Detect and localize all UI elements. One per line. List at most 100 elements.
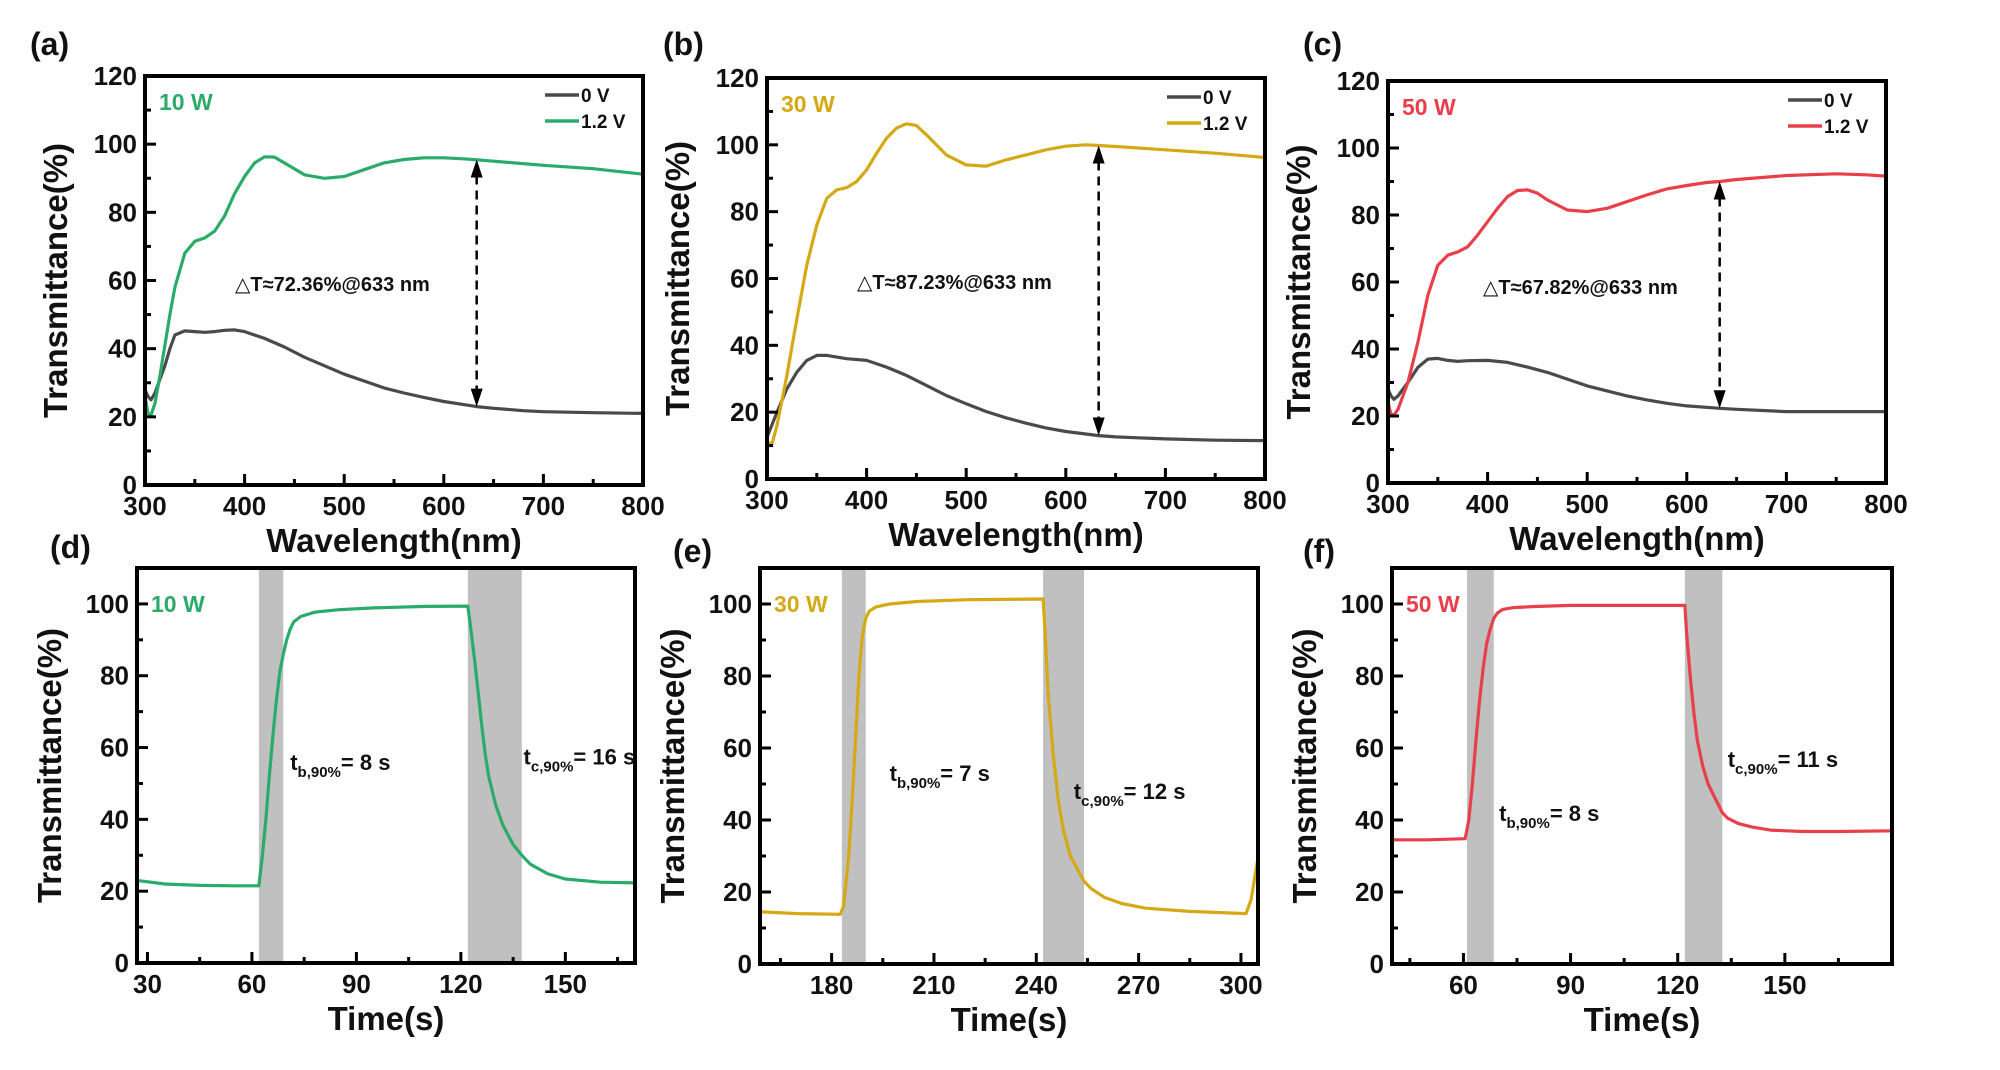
x-tick-label: 400 xyxy=(1466,489,1509,519)
y-tick-label: 80 xyxy=(108,197,137,227)
y-tick-label: 0 xyxy=(1366,468,1380,498)
x-tick-label: 800 xyxy=(621,491,664,521)
x-tick-label: 700 xyxy=(1144,485,1187,515)
x-tick-label: 500 xyxy=(1566,489,1609,519)
series-line-1-2-v xyxy=(765,122,1267,446)
y-tick-label: 100 xyxy=(94,129,137,159)
x-tick-label: 90 xyxy=(1556,970,1585,1000)
x-tick-label: 800 xyxy=(1864,489,1907,519)
series-line-0-v xyxy=(143,328,645,415)
legend-label: 1.2 V xyxy=(581,112,626,133)
y-tick-label: 60 xyxy=(1351,267,1380,297)
y-tick-label: 60 xyxy=(1355,733,1384,763)
x-tick-label: 120 xyxy=(1656,970,1699,1000)
shaded-band xyxy=(467,570,522,963)
shaded-band xyxy=(1043,570,1085,964)
x-tick-label: 300 xyxy=(745,485,788,515)
panel-label: (e) xyxy=(673,533,712,569)
arrow-head-up xyxy=(470,159,483,178)
arrow-head-up xyxy=(1713,181,1726,200)
y-tick-label: 20 xyxy=(108,402,137,432)
delta-t-annotation: △T≈67.82%@633 nm xyxy=(1483,277,1678,299)
delta-t-annotation: △T≈72.36%@633 nm xyxy=(235,274,430,296)
y-tick-label: 40 xyxy=(1355,805,1384,835)
arrow-head-down xyxy=(1713,390,1726,409)
y-tick-label: 120 xyxy=(1337,66,1380,96)
y-tick-label: 80 xyxy=(1351,200,1380,230)
panel-d: 30 60 90 120 150 0 20 40 60 80 100 Time(s) Transmitt… xyxy=(31,529,637,1037)
panel-label: (f) xyxy=(1303,533,1335,569)
x-axis-title: Time(s) xyxy=(951,1001,1068,1038)
y-tick-label: 40 xyxy=(108,334,137,364)
y-axis-title: Transmittance(%) xyxy=(659,141,696,416)
series-line-50-w xyxy=(1390,603,1894,842)
series-line-0-v xyxy=(765,353,1267,443)
x-tick-label: 150 xyxy=(1763,970,1806,1000)
y-tick-label: 60 xyxy=(723,733,752,763)
y-axis-title: Transmittance(%) xyxy=(31,628,68,903)
panel-b: 300 400 500 600 700 800 0 20 40 60 80 100 120 Wavelen… xyxy=(659,26,1287,553)
y-tick-label: 100 xyxy=(86,589,129,619)
y-axis-title: Transmittance(%) xyxy=(37,143,74,418)
y-tick-label: 100 xyxy=(716,130,759,160)
x-tick-label: 60 xyxy=(237,969,266,999)
y-tick-label: 20 xyxy=(1351,401,1380,431)
y-tick-label: 80 xyxy=(723,661,752,691)
x-tick-label: 300 xyxy=(1219,970,1262,1000)
x-tick-label: 600 xyxy=(1044,485,1087,515)
legend-label: 1.2 V xyxy=(1203,114,1248,135)
panel-label: (c) xyxy=(1303,26,1342,62)
y-tick-label: 80 xyxy=(100,661,129,691)
x-axis-title: Wavelength(nm) xyxy=(888,516,1143,553)
response-time-annotation: tb,90%= 8 s xyxy=(290,750,390,781)
response-time-annotation: tc,90%= 11 s xyxy=(1728,747,1838,778)
series-line-1-2-v xyxy=(1386,172,1888,417)
x-tick-label: 700 xyxy=(1765,489,1808,519)
y-tick-label: 60 xyxy=(730,264,759,294)
panel-label: (a) xyxy=(30,26,69,62)
x-tick-label: 270 xyxy=(1117,970,1160,1000)
power-label: 30 W xyxy=(774,591,828,617)
power-label: 50 W xyxy=(1406,591,1460,617)
arrow-head-down xyxy=(470,388,483,407)
x-tick-label: 800 xyxy=(1243,485,1286,515)
y-tick-label: 0 xyxy=(1370,949,1384,979)
y-tick-label: 120 xyxy=(716,63,759,93)
series-line-30-w xyxy=(758,597,1260,916)
arrow-head-up xyxy=(1092,145,1105,164)
x-tick-label: 500 xyxy=(945,485,988,515)
panel-label: (b) xyxy=(663,26,704,62)
power-label: 50 W xyxy=(1402,94,1456,120)
panel-c: 300 400 500 600 700 800 0 20 40 60 80 100 120 Wavelen… xyxy=(1280,26,1908,557)
y-tick-label: 80 xyxy=(1355,661,1384,691)
y-tick-label: 80 xyxy=(730,197,759,227)
series-line-10-w xyxy=(135,604,637,888)
plot-frame xyxy=(758,566,1260,966)
response-time-annotation: tb,90%= 7 s xyxy=(890,761,990,792)
x-tick-label: 500 xyxy=(323,491,366,521)
y-tick-label: 60 xyxy=(108,266,137,296)
series-line-1-2-v xyxy=(143,155,645,417)
legend-label: 1.2 V xyxy=(1824,117,1869,138)
power-label: 10 W xyxy=(151,591,205,617)
y-tick-label: 0 xyxy=(738,949,752,979)
x-tick-label: 210 xyxy=(912,970,955,1000)
y-tick-label: 0 xyxy=(115,948,129,978)
x-tick-label: 240 xyxy=(1015,970,1058,1000)
y-tick-label: 60 xyxy=(100,733,129,763)
x-axis-title: Time(s) xyxy=(1584,1001,1701,1038)
x-tick-label: 600 xyxy=(1665,489,1708,519)
x-tick-label: 400 xyxy=(845,485,888,515)
x-tick-label: 60 xyxy=(1449,970,1478,1000)
x-tick-label: 600 xyxy=(422,491,465,521)
y-tick-label: 40 xyxy=(723,805,752,835)
x-tick-label: 180 xyxy=(810,970,853,1000)
y-tick-label: 120 xyxy=(94,61,137,91)
delta-t-annotation: △T≈87.23%@633 nm xyxy=(857,272,1052,294)
panel-e: 180 210 240 270 300 0 20 40 60 80 100 Time(s) Transm… xyxy=(654,533,1263,1038)
x-tick-label: 400 xyxy=(223,491,266,521)
power-label: 10 W xyxy=(159,89,213,115)
power-label: 30 W xyxy=(781,91,835,117)
y-tick-label: 20 xyxy=(1355,877,1384,907)
x-tick-label: 700 xyxy=(522,491,565,521)
